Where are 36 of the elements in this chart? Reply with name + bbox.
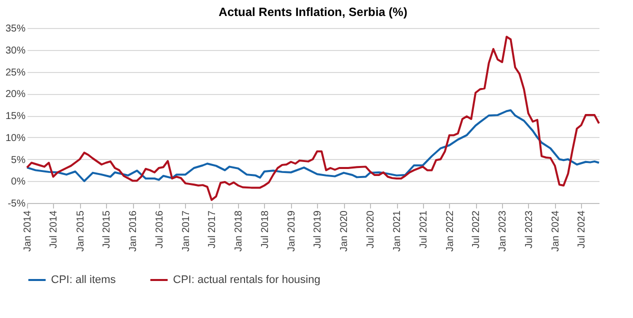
x-tick-label: Jul 2022	[471, 210, 482, 248]
x-tick-label: Jan 2016	[128, 210, 140, 252]
y-tick-label: 35%	[5, 24, 26, 34]
y-tick-label: 30%	[5, 45, 26, 56]
y-tick-label: 10%	[5, 132, 26, 144]
x-tick-label: Jan 2023	[498, 210, 509, 252]
x-tick-label: Jan 2019	[286, 210, 298, 252]
x-tick-label: Jan 2015	[75, 210, 86, 252]
y-tick-label: 5%	[11, 154, 26, 166]
x-tick-label: Jul 2014	[48, 210, 60, 248]
line-series	[26, 36, 600, 201]
x-tick-label: Jul 2019	[312, 210, 324, 248]
x-tick-label: Jul 2024	[576, 210, 588, 248]
y-tick-label: 20%	[5, 89, 26, 100]
x-tick-label: Jul 2020	[366, 210, 377, 248]
x-tick-label: Jan 2018	[234, 210, 245, 252]
x-tick-label: Jan 2024	[550, 210, 562, 252]
x-tick-label: Jan 2017	[180, 210, 192, 252]
x-tick-label: Jan 2021	[392, 210, 404, 252]
x-tick-label: Jan 2022	[444, 210, 456, 252]
line-series	[26, 109, 600, 182]
x-tick-label: Jul 2015	[101, 210, 112, 248]
x-tick-label: Jul 2018	[260, 210, 271, 248]
chart-title: Actual Rents Inflation, Serbia (%)	[218, 5, 408, 19]
y-tick-label: -5%	[8, 198, 26, 210]
x-tick-label: Jul 2023	[524, 210, 535, 248]
x-tick-label: Jul 2016	[154, 210, 166, 248]
y-tick-label: 0%	[11, 176, 26, 188]
x-tick-label: Jan 2014	[22, 210, 34, 252]
legend-label: CPI: actual rentals for housing	[173, 274, 320, 286]
y-tick-label: 15%	[5, 111, 26, 122]
x-tick-label: Jan 2020	[339, 210, 350, 252]
legend-label: CPI: all items	[51, 274, 116, 286]
y-tick-label: 25%	[5, 67, 26, 78]
x-tick-label: Jul 2017	[207, 210, 218, 248]
x-tick-label: Jul 2021	[418, 210, 430, 248]
